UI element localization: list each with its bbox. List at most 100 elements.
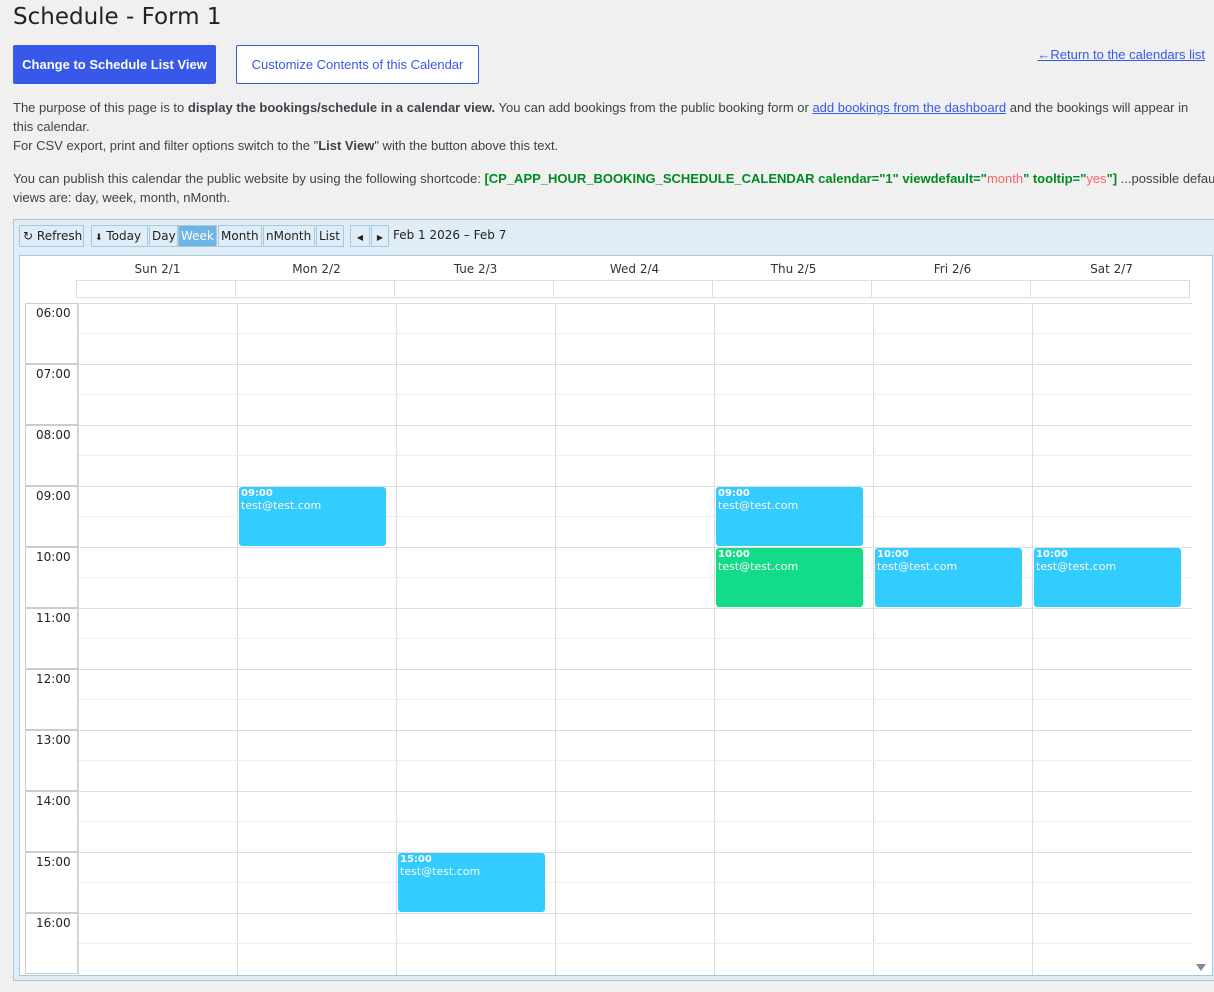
booking-event[interactable]: 10:00 test@test.com xyxy=(1034,548,1181,607)
shortcode: [CP_APP_HOUR_BOOKING_SCHEDULE_CALENDAR c… xyxy=(484,171,987,186)
time-label: 06:00 xyxy=(25,303,78,364)
event-title: test@test.com xyxy=(877,560,958,573)
event-time: 15:00 xyxy=(400,854,432,865)
next-button[interactable]: ▶ xyxy=(371,225,389,247)
time-label: 12:00 xyxy=(25,669,78,730)
shortcode: " tooltip=" xyxy=(1023,171,1087,186)
time-label: 09:00 xyxy=(25,486,78,547)
time-label: 08:00 xyxy=(25,425,78,486)
all-day-cell[interactable] xyxy=(1030,280,1190,298)
booking-event[interactable]: 10:00 test@test.com xyxy=(875,548,1022,607)
half-hour-line xyxy=(78,394,1192,395)
intro-text: The purpose of this page is to display t… xyxy=(13,98,1208,155)
half-hour-line xyxy=(78,455,1192,456)
all-day-cell[interactable] xyxy=(553,280,713,298)
day-column-line xyxy=(1032,303,1033,975)
view-day-button[interactable]: Day xyxy=(149,225,178,247)
day-column-line xyxy=(78,303,79,975)
calendar: ↻ Refresh ⬇ Today Day Week Month nMonth List… xyxy=(13,219,1214,981)
half-hour-line xyxy=(78,516,1192,517)
text-bold: display the bookings/schedule in a calen… xyxy=(187,100,496,115)
hour-line xyxy=(78,547,1192,548)
day-header[interactable]: Thu 2/5 xyxy=(770,262,817,276)
shortcode: "] xyxy=(1106,171,1118,186)
customize-calendar-button[interactable]: Customize Contents of this Calendar xyxy=(236,45,479,84)
event-time: 09:00 xyxy=(718,488,750,499)
page-title: Schedule - Form 1 xyxy=(13,4,222,30)
half-hour-line xyxy=(78,577,1192,578)
day-header[interactable]: Tue 2/3 xyxy=(453,262,498,276)
hour-line xyxy=(78,791,1192,792)
day-column-line xyxy=(555,303,556,975)
time-label: 16:00 xyxy=(25,913,78,974)
text: You can add bookings from the public boo… xyxy=(495,100,813,115)
refresh-icon: ↻ xyxy=(23,229,34,243)
day-header[interactable]: Fri 2/6 xyxy=(933,262,972,276)
day-column-line xyxy=(873,303,874,975)
day-column-line xyxy=(714,303,715,975)
text: and the bookings will appear in this cal… xyxy=(13,100,1189,134)
text: For CSV export, print and filter options… xyxy=(13,138,319,153)
half-hour-line xyxy=(78,638,1192,639)
text-bold: List View xyxy=(318,138,375,153)
time-label: 07:00 xyxy=(25,364,78,425)
text: ...possible default views are: day, week… xyxy=(13,171,1214,205)
event-time: 10:00 xyxy=(718,549,750,560)
booking-event[interactable]: 09:00 test@test.com xyxy=(716,487,863,546)
day-header[interactable]: Wed 2/4 xyxy=(609,262,660,276)
text: The purpose of this page is to xyxy=(13,100,188,115)
event-title: test@test.com xyxy=(400,865,481,878)
hour-line xyxy=(78,852,1192,853)
hour-line xyxy=(78,608,1192,609)
refresh-button[interactable]: ↻ Refresh xyxy=(19,225,84,247)
all-day-cell[interactable] xyxy=(76,280,236,298)
booking-event[interactable]: 10:00 test@test.com xyxy=(716,548,863,607)
all-day-cell[interactable] xyxy=(871,280,1031,298)
arrow-down-icon: ⬇ xyxy=(95,233,103,243)
shortcode-text: You can publish this calendar the public… xyxy=(13,169,1214,207)
view-list-button[interactable]: List xyxy=(316,225,344,247)
day-header[interactable]: Mon 2/2 xyxy=(292,262,341,276)
event-title: test@test.com xyxy=(718,560,799,573)
day-header[interactable]: Sun 2/1 xyxy=(134,262,181,276)
time-label: 15:00 xyxy=(25,852,78,913)
all-day-cell[interactable] xyxy=(712,280,872,298)
hour-line xyxy=(78,913,1192,914)
list-view-button[interactable]: Change to Schedule List View xyxy=(13,45,216,84)
half-hour-line xyxy=(78,821,1192,822)
caret-left-icon: ◀ xyxy=(356,233,364,242)
add-bookings-link[interactable]: add bookings from the dashboard xyxy=(812,100,1007,115)
prev-button[interactable]: ◀ xyxy=(350,225,370,247)
time-label: 14:00 xyxy=(25,791,78,852)
hour-line xyxy=(78,486,1192,487)
view-month-button[interactable]: Month xyxy=(218,225,262,247)
event-title: test@test.com xyxy=(1036,560,1117,573)
day-header[interactable]: Sat 2/7 xyxy=(1090,262,1133,276)
half-hour-line xyxy=(78,882,1192,883)
half-hour-line xyxy=(78,760,1192,761)
hour-line xyxy=(78,425,1192,426)
booking-event[interactable]: 09:00 test@test.com xyxy=(239,487,386,546)
label: Today xyxy=(106,229,142,243)
time-label: 13:00 xyxy=(25,730,78,791)
text: " with the button above this text. xyxy=(374,138,559,153)
event-title: test@test.com xyxy=(718,499,799,512)
event-time: 09:00 xyxy=(241,488,273,499)
today-button[interactable]: ⬇ Today xyxy=(91,225,148,247)
scroll-down-arrow-icon[interactable] xyxy=(1196,964,1206,971)
hour-line xyxy=(78,730,1192,731)
hour-line xyxy=(78,303,1192,304)
half-hour-line xyxy=(78,943,1192,944)
shortcode-value: yes xyxy=(1086,171,1107,186)
event-title: test@test.com xyxy=(241,499,322,512)
booking-event[interactable]: 15:00 test@test.com xyxy=(398,853,545,912)
all-day-cell[interactable] xyxy=(235,280,395,298)
hour-line xyxy=(78,364,1192,365)
week-grid: Sun 2/1 Mon 2/2 Tue 2/3 Wed 2/4 Thu 2/5 Fri 2… xyxy=(19,255,1213,976)
caret-right-icon: ▶ xyxy=(376,233,384,242)
view-week-button[interactable]: Week xyxy=(178,225,217,247)
return-to-calendars-link[interactable]: ←Return to the calendars list xyxy=(1037,47,1205,62)
day-column-line xyxy=(237,303,238,975)
view-nmonth-button[interactable]: nMonth xyxy=(263,225,315,247)
all-day-cell[interactable] xyxy=(394,280,554,298)
